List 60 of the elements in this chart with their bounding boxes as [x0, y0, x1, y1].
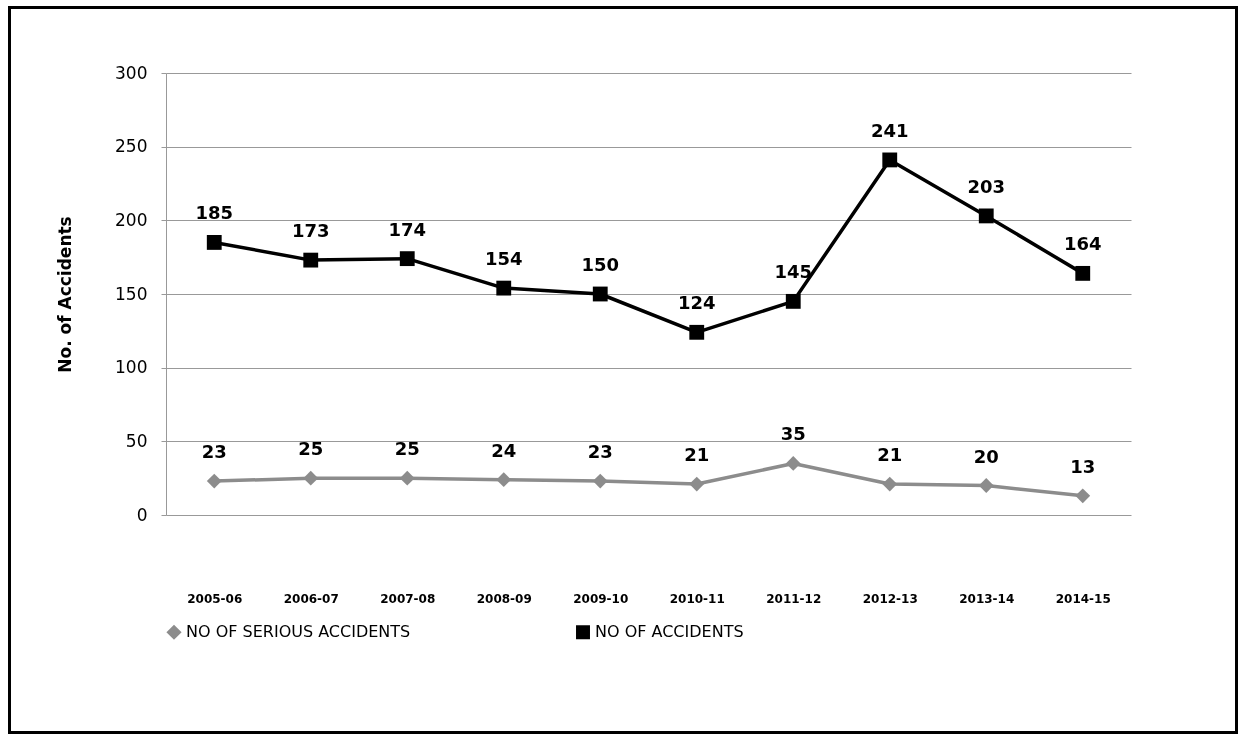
x-tick-label: 2013-14 [959, 591, 1015, 606]
point [1075, 265, 1091, 281]
x-tick-label: 2010-11 [669, 591, 725, 606]
point [978, 208, 994, 224]
point [592, 286, 608, 302]
data-label: 35 [780, 423, 806, 445]
point [206, 235, 222, 250]
data-label: 21 [877, 444, 903, 466]
point [399, 470, 415, 486]
point [882, 152, 898, 168]
data-label: 241 [870, 119, 909, 141]
legend-label: NO OF ACCIDENTS [595, 622, 744, 642]
data-label: 173 [291, 220, 330, 242]
point [978, 478, 994, 493]
y-tick-label: 50 [125, 430, 148, 451]
x-tick-label: 2011-12 [766, 591, 822, 606]
x-tick-label: 2007-08 [380, 591, 436, 606]
data-label: 24 [491, 439, 517, 461]
data-label: 174 [388, 218, 427, 240]
point [882, 476, 898, 492]
data-label: 23 [201, 441, 227, 463]
y-axis-title: No. of Accidents [55, 216, 76, 373]
data-label: 13 [1070, 455, 1096, 477]
x-tick-label: 2009-10 [573, 591, 629, 606]
data-label: 25 [394, 438, 420, 460]
x-tick-label: 2006-07 [283, 591, 339, 606]
point [303, 470, 319, 486]
y-tick-label: 0 [136, 504, 148, 525]
data-label: 124 [677, 292, 716, 314]
point [1075, 488, 1091, 504]
data-label: 150 [581, 254, 620, 275]
y-tick-label: 250 [115, 136, 148, 157]
data-label: 25 [298, 438, 324, 460]
data-label: 145 [774, 261, 813, 283]
y-tick-label: 200 [115, 209, 148, 230]
point [399, 251, 415, 267]
point [689, 476, 705, 492]
x-tick-label: 2012-13 [862, 591, 918, 606]
point [206, 473, 222, 489]
y-tick-label: 100 [115, 357, 148, 378]
point [592, 473, 608, 489]
point [496, 472, 512, 488]
data-label: 154 [484, 248, 523, 270]
point [496, 280, 512, 296]
point [785, 456, 801, 471]
y-tick-label: 150 [115, 283, 148, 304]
point [303, 252, 319, 268]
x-tick-label: 2005-06 [187, 591, 243, 606]
point [785, 293, 801, 309]
data-label: 164 [1063, 233, 1102, 255]
data-label: 203 [967, 175, 1006, 197]
legend-label: NO OF SERIOUS ACCIDENTS [186, 622, 411, 642]
x-tick-label: 2008-09 [476, 591, 532, 606]
x-tick-label: 2014-15 [1055, 591, 1111, 606]
data-label: 20 [973, 445, 999, 467]
data-label: 23 [587, 441, 613, 463]
data-label: 185 [195, 202, 234, 224]
point [689, 324, 705, 340]
y-tick-label: 300 [115, 62, 148, 83]
data-label: 21 [684, 444, 710, 466]
